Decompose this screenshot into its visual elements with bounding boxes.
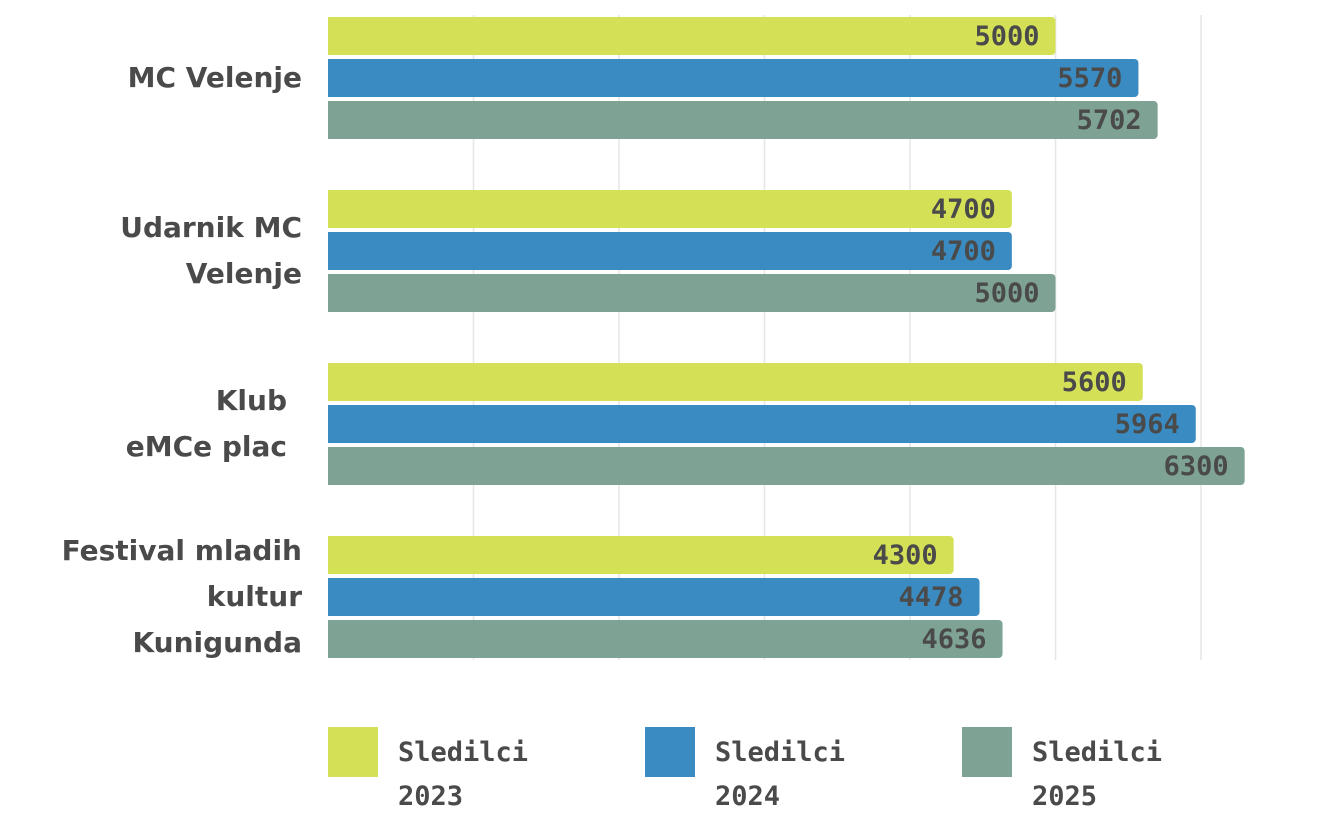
bar-2024-3: [328, 578, 980, 616]
data-label: 5000: [974, 278, 1039, 309]
data-label: 5570: [1057, 63, 1122, 94]
bar-edge: [328, 405, 336, 443]
bar-2025-3: [328, 620, 1003, 658]
legend-swatch-2025: [962, 727, 1012, 777]
bar-2023-1: [328, 190, 1012, 228]
category-label: kultur: [206, 580, 302, 613]
bar-edge: [328, 363, 336, 401]
data-label: 4636: [922, 624, 987, 655]
bar-edge: [328, 190, 336, 228]
bar-edge: [328, 274, 336, 312]
data-label: 5702: [1077, 105, 1142, 136]
legend-label-2025-line2: 2025: [1032, 781, 1098, 812]
category-label: MC Velenje: [127, 61, 302, 94]
category-label: eMCe plac: [125, 430, 287, 463]
legend-label-2024-line1: Sledilci: [715, 737, 846, 768]
category-label: Udarnik MC: [120, 211, 302, 244]
data-label: 5000: [974, 21, 1039, 52]
data-label: 5964: [1115, 409, 1180, 440]
category-label: Kunigunda: [132, 626, 302, 659]
bar-edge: [328, 620, 336, 658]
bar-edge: [328, 101, 336, 139]
bar-edge: [328, 578, 336, 616]
legend-swatch-2023: [328, 727, 378, 777]
legend-label-2025-line1: Sledilci: [1032, 737, 1163, 768]
legend-label-2025: Sledilci 2025: [1032, 731, 1162, 819]
bar-edge: [328, 232, 336, 270]
bar-edge: [328, 536, 336, 574]
legend-label-2023: Sledilci 2023: [398, 731, 528, 819]
category-label: Klub: [215, 384, 287, 417]
data-label: 4478: [899, 582, 964, 613]
bar-2024-0: [328, 59, 1139, 97]
bar-2025-2: [328, 447, 1245, 485]
legend-label-2023-line2: 2023: [398, 781, 464, 812]
bar-edge: [328, 447, 336, 485]
bar-2023-0: [328, 17, 1056, 55]
bar-2025-1: [328, 274, 1056, 312]
bar-2024-1: [328, 232, 1012, 270]
data-label: 5600: [1062, 367, 1127, 398]
bar-2025-0: [328, 101, 1158, 139]
data-label: 6300: [1164, 451, 1229, 482]
data-label: 4700: [931, 194, 996, 225]
bar-2023-3: [328, 536, 954, 574]
legend-swatch-2024: [645, 727, 695, 777]
bar-2024-2: [328, 405, 1196, 443]
bar-edge: [328, 59, 336, 97]
legend-label-2023-line1: Sledilci: [398, 737, 529, 768]
legend-label-2024-line2: 2024: [715, 781, 781, 812]
data-label: 4300: [873, 540, 938, 571]
data-label: 4700: [931, 236, 996, 267]
bar-2023-2: [328, 363, 1143, 401]
legend-label-2024: Sledilci 2024: [715, 731, 845, 819]
bar-edge: [328, 17, 336, 55]
category-label: Festival mladih: [61, 534, 302, 567]
category-label: Velenje: [185, 257, 302, 290]
